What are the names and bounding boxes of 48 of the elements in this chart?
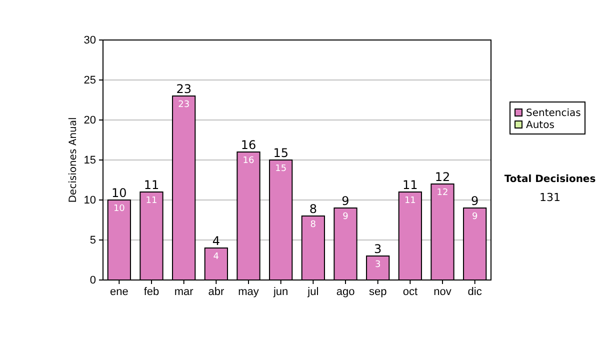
data-label: 9 xyxy=(472,212,478,222)
x-tick-label: mar xyxy=(174,286,194,298)
total-label: 9 xyxy=(342,194,350,208)
total-label: 23 xyxy=(176,82,192,96)
data-label: 3 xyxy=(374,260,381,270)
x-tick-label: abr xyxy=(208,286,224,298)
legend-label: Autos xyxy=(526,120,554,131)
total-label: 15 xyxy=(273,146,288,160)
y-tick-label: 10 xyxy=(84,194,96,207)
y-axis-title: Decisiones Anual xyxy=(68,117,79,203)
legend-label: Sentencias xyxy=(526,108,581,119)
x-tick-label: may xyxy=(238,286,260,298)
x-tick-label: sep xyxy=(368,286,387,298)
y-tick-label: 15 xyxy=(84,154,96,167)
total-label: 12 xyxy=(434,170,450,184)
total-label: 4 xyxy=(212,234,220,248)
data-label: 15 xyxy=(275,164,287,174)
y-tick-label: 20 xyxy=(84,114,96,127)
x-tick-label: nov xyxy=(434,286,452,298)
total-label: 3 xyxy=(374,242,382,256)
total-label: 11 xyxy=(144,178,160,192)
x-tick-label: feb xyxy=(144,286,160,298)
data-label: 12 xyxy=(436,188,448,198)
data-label: 16 xyxy=(242,156,254,166)
x-tick-label: jul xyxy=(306,286,319,298)
total-label: 16 xyxy=(240,138,256,152)
data-label: 10 xyxy=(113,204,126,214)
data-label: 23 xyxy=(178,100,190,110)
total-label: 10 xyxy=(112,186,127,200)
data-label: 4 xyxy=(213,252,220,262)
y-tick-label: 25 xyxy=(84,74,96,87)
data-label: 11 xyxy=(146,196,158,206)
data-label: 9 xyxy=(342,212,349,222)
text: 131 xyxy=(540,191,560,204)
y-tick-label: 5 xyxy=(90,234,96,247)
total-label: 9 xyxy=(471,194,479,208)
text: Total Decisiones xyxy=(504,174,596,185)
y-tick-label: 0 xyxy=(90,274,96,287)
x-tick-label: ene xyxy=(110,286,128,298)
total-label: 11 xyxy=(402,178,418,192)
x-tick-label: ago xyxy=(336,286,355,298)
y-tick-label: 30 xyxy=(84,34,96,47)
data-label: 11 xyxy=(404,196,416,206)
total-label: 8 xyxy=(309,202,317,216)
x-tick-label: jun xyxy=(272,286,288,298)
data-label: 8 xyxy=(310,220,316,230)
x-tick-label: dic xyxy=(468,286,482,298)
x-tick-label: oct xyxy=(402,286,418,298)
